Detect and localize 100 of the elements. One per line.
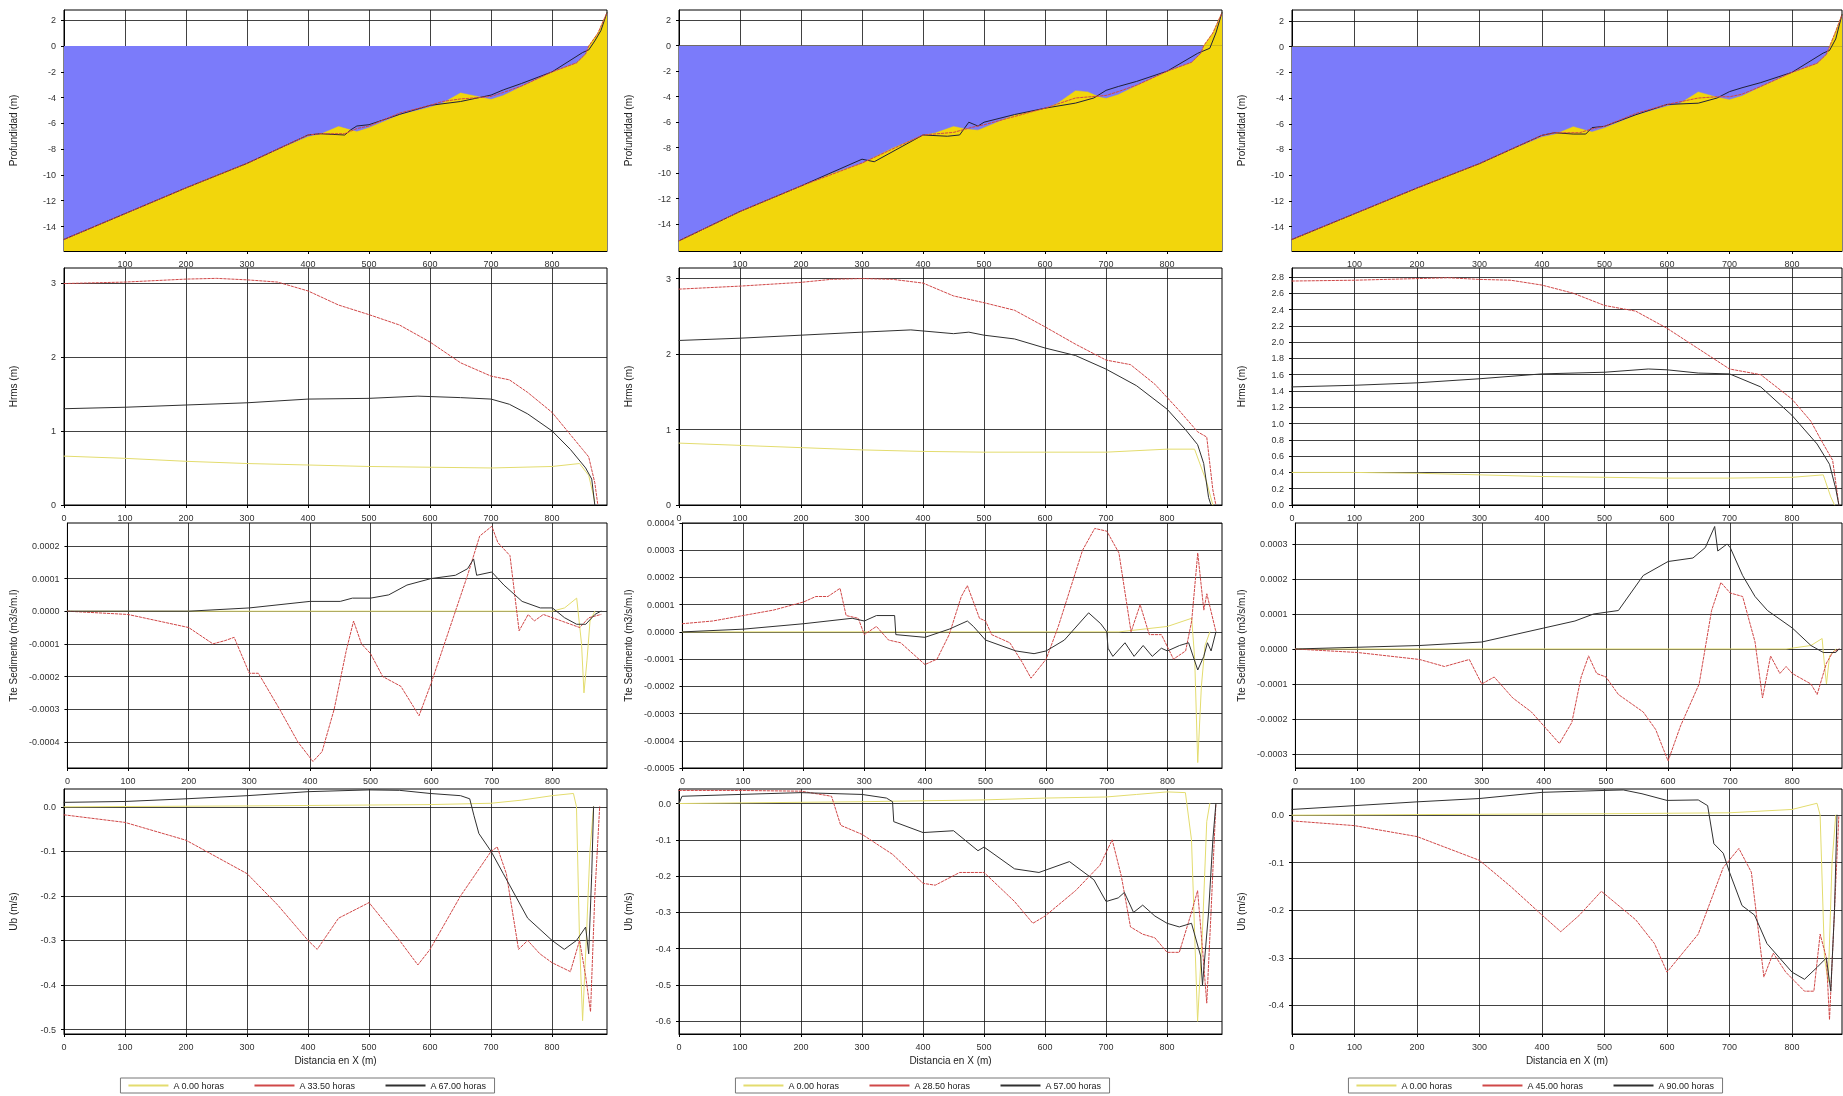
x-tick-label: 500 [1596, 258, 1613, 269]
y-tick-label: -8 [47, 144, 56, 155]
x-tick-label: 100 [1346, 258, 1363, 269]
y-tick-label: -0.5 [655, 980, 671, 990]
y-tick-label: 1.6 [1271, 369, 1284, 380]
y-tick-label: -0.0003 [1256, 749, 1288, 759]
x-tick-label: 400 [917, 775, 933, 786]
x-tick-label: 300 [854, 512, 870, 523]
x-tick-label: 0 [1289, 1041, 1295, 1052]
y-axis-title: Hrms (m) [622, 365, 634, 408]
x-tick-label: 200 [181, 775, 197, 786]
x-axis-title: Distancia en X (m) [294, 1055, 377, 1067]
legend-label: A 28.50 horas [914, 1080, 971, 1091]
legend-label: A 67.00 horas [430, 1080, 487, 1091]
x-tick-label: 500 [1596, 1041, 1613, 1052]
y-tick-label: 1.0 [1271, 418, 1284, 429]
x-tick-label: 700 [483, 1041, 499, 1052]
x-tick-label: 500 [976, 1041, 992, 1052]
y-tick-label: -0.3 [1268, 952, 1284, 963]
x-tick-label: 400 [1534, 1041, 1550, 1052]
y-tick-label: -2 [662, 66, 671, 77]
x-tick-label: 200 [178, 258, 194, 269]
x-tick-label: 100 [117, 258, 133, 269]
x-tick-label: 200 [793, 258, 809, 269]
x-tick-label: 300 [1471, 512, 1488, 523]
legend-label: A 0.00 horas [788, 1080, 840, 1091]
x-tick-label: 500 [363, 775, 379, 786]
x-tick-label: 800 [1784, 258, 1800, 269]
y-tick-label: -0.0004 [28, 736, 60, 747]
y-tick-label: 1 [665, 424, 671, 435]
y-tick-label: -0.0005 [643, 763, 675, 773]
y-tick-label: 0.0002 [646, 572, 675, 583]
x-tick-label: 200 [1409, 258, 1425, 269]
y-tick-label: -14 [42, 221, 56, 232]
y-tick-label: -0.0002 [28, 671, 60, 682]
x-tick-label: 400 [1534, 258, 1550, 269]
x-tick-label: 200 [178, 512, 194, 523]
x-tick-label: 300 [854, 258, 870, 269]
y-tick-label: -0.2 [40, 890, 56, 901]
y-tick-label: 0.6 [1271, 451, 1284, 462]
y-tick-label: -0.0001 [643, 654, 675, 665]
x-tick-label: 600 [422, 258, 438, 269]
y-tick-label: 0.0003 [646, 545, 675, 556]
x-tick-label: 300 [239, 512, 255, 523]
x-tick-label: 0 [1292, 775, 1298, 786]
y-tick-label: 0.2 [1271, 483, 1284, 494]
y-tick-label: -14 [657, 219, 671, 230]
x-tick-label: 300 [1474, 775, 1490, 786]
x-tick-label: 0 [61, 512, 67, 523]
x-tick-label: 600 [1037, 512, 1053, 523]
y-tick-label: 2 [50, 351, 56, 362]
y-tick-label: 2.4 [1271, 304, 1284, 315]
y-tick-label: -0.0003 [643, 708, 675, 719]
x-tick-label: 300 [239, 1041, 255, 1052]
y-tick-label: -6 [1275, 118, 1284, 129]
x-tick-label: 300 [854, 1041, 870, 1052]
x-tick-label: 200 [1409, 512, 1425, 523]
y-tick-label: 0.0001 [1259, 609, 1288, 619]
x-tick-label: 600 [1037, 258, 1053, 269]
y-tick-label: -0.0002 [1256, 714, 1288, 724]
x-axis-title: Distancia en X (m) [909, 1055, 992, 1067]
y-tick-label: 0.0 [1271, 810, 1284, 821]
x-axis-title: Distancia en X (m) [1525, 1055, 1609, 1067]
x-tick-label: 100 [732, 258, 748, 269]
y-axis-title: Hrms (m) [7, 365, 19, 408]
y-tick-label: -0.4 [655, 943, 671, 954]
x-tick-label: 700 [483, 512, 499, 523]
y-tick-label: -2 [47, 66, 56, 77]
y-tick-label: -0.4 [40, 980, 56, 990]
x-tick-label: 600 [1659, 1041, 1675, 1052]
y-tick-label: 2.2 [1271, 320, 1284, 331]
y-tick-label: -12 [1270, 195, 1284, 206]
y-tick-label: -8 [662, 142, 671, 153]
x-tick-label: 700 [483, 258, 499, 269]
y-axis-title: Hrms (m) [1235, 365, 1247, 408]
x-tick-label: 300 [241, 775, 257, 786]
y-tick-label: -0.4 [1268, 1000, 1284, 1011]
x-tick-label: 100 [1346, 1041, 1363, 1052]
x-tick-label: 500 [1598, 775, 1614, 786]
x-tick-label: 200 [796, 775, 812, 786]
y-tick-label: 0.0003 [1259, 539, 1288, 549]
x-tick-label: 100 [1350, 775, 1366, 786]
x-tick-label: 0 [679, 775, 685, 786]
y-tick-label: -0.3 [40, 935, 56, 946]
x-tick-label: 200 [793, 1041, 809, 1052]
y-tick-label: 0.8 [1271, 434, 1284, 445]
y-tick-label: -0.0003 [28, 704, 60, 715]
x-tick-label: 500 [361, 1041, 377, 1052]
x-tick-label: 100 [120, 775, 136, 786]
x-tick-label: 0 [676, 1041, 682, 1052]
y-tick-label: 0 [1278, 41, 1284, 52]
y-tick-label: 0 [665, 500, 671, 510]
y-tick-label: 0.0000 [646, 626, 675, 637]
x-tick-label: 700 [1721, 1041, 1738, 1052]
x-tick-label: 0 [64, 775, 70, 786]
x-tick-label: 400 [300, 1041, 316, 1052]
x-tick-label: 300 [856, 775, 872, 786]
y-tick-label: 2 [665, 15, 671, 26]
y-tick-label: -0.0004 [643, 735, 675, 746]
y-tick-label: -8 [1275, 144, 1284, 155]
